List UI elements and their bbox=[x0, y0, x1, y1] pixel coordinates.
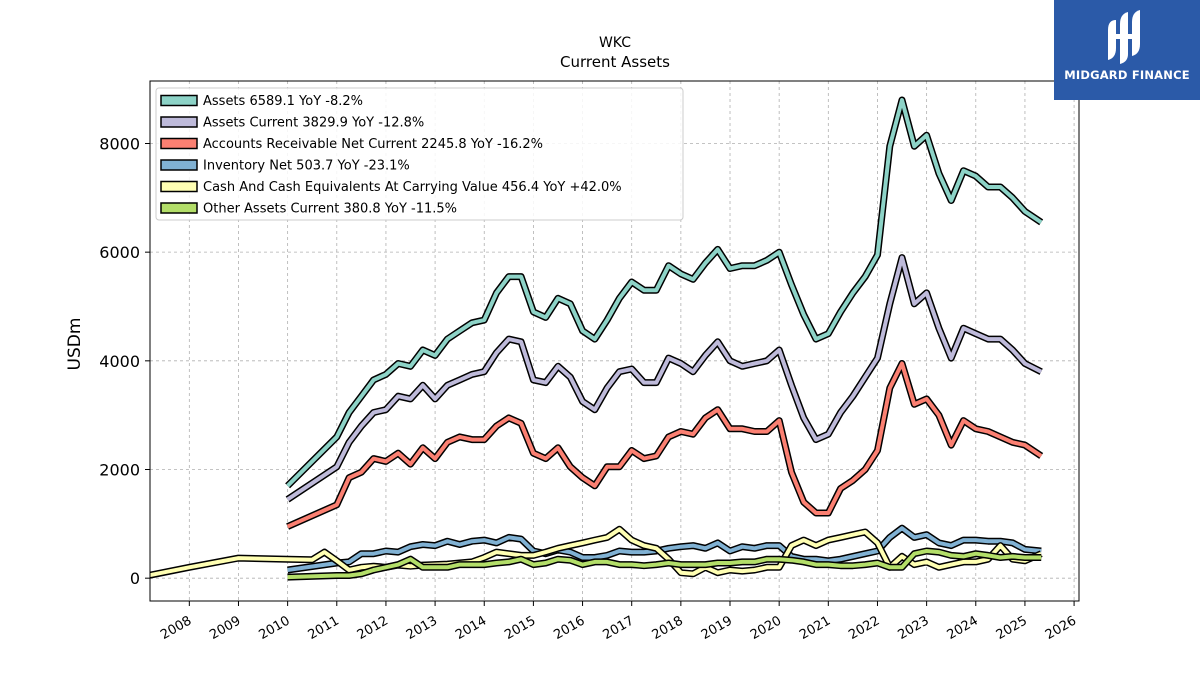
legend: Assets 6589.1 YoY -8.2% Assets Current 38… bbox=[155, 87, 684, 221]
x-tick-label: 2023 bbox=[895, 613, 931, 643]
chart-subtitle: Current Assets bbox=[560, 53, 670, 71]
x-tick-label: 2014 bbox=[453, 613, 489, 643]
x-tick-label: 2009 bbox=[207, 613, 243, 643]
x-tick-label: 2017 bbox=[601, 613, 637, 643]
y-tick-label: 8000 bbox=[99, 134, 140, 153]
y-axis-label: USDm bbox=[65, 318, 85, 371]
x-tick-label: 2020 bbox=[748, 613, 784, 643]
series-line-other-assets-current bbox=[287, 549, 1042, 580]
x-tick-label: 2010 bbox=[256, 613, 292, 643]
y-tick-label: 6000 bbox=[99, 243, 140, 262]
series-line-accounts-receivable-net-current bbox=[286, 361, 1043, 529]
y-tick-label: 4000 bbox=[99, 352, 140, 371]
x-tick-label: 2019 bbox=[699, 613, 735, 643]
y-tick-label: 0 bbox=[130, 569, 140, 588]
legend-box bbox=[155, 87, 684, 221]
legend-swatch bbox=[160, 116, 198, 128]
midgard-monogram-icon bbox=[1108, 10, 1140, 64]
series-outline-cash-and-cash-equivalents-at-carrying-value bbox=[150, 525, 1043, 579]
legend-swatch bbox=[160, 180, 198, 193]
legend-entry: Assets Current 3829.9 YoY -12.8% bbox=[203, 116, 424, 131]
legend-swatch bbox=[160, 137, 198, 150]
legend-entry: Cash And Cash Equivalents At Carrying Va… bbox=[203, 180, 622, 195]
x-tick-label: 2025 bbox=[994, 613, 1030, 643]
series-line-cash-and-cash-equivalents-at-carrying-value bbox=[150, 527, 1042, 578]
x-tick-label: 2018 bbox=[650, 613, 686, 643]
brand-logo: MIDGARD FINANCE bbox=[1054, 0, 1200, 100]
x-tick-label: 2012 bbox=[355, 613, 391, 643]
series-line-assets bbox=[286, 98, 1043, 488]
legend-swatch bbox=[160, 94, 198, 107]
x-tick-label: 2026 bbox=[1043, 613, 1079, 643]
chart-title: WKC bbox=[599, 35, 631, 51]
plot-frame bbox=[149, 80, 1080, 602]
legend-entry: Inventory Net 503.7 YoY -23.1% bbox=[203, 159, 410, 174]
series-line-inventory-net bbox=[287, 526, 1042, 572]
legend-entry: Accounts Receivable Net Current 2245.8 Y… bbox=[203, 137, 543, 152]
x-tick-label: 2022 bbox=[846, 613, 882, 643]
series-layer bbox=[150, 96, 1044, 581]
x-tick-label: 2016 bbox=[551, 613, 587, 643]
x-tick-label: 2024 bbox=[945, 613, 981, 643]
legend-swatch bbox=[160, 159, 198, 171]
x-tick-label: 2021 bbox=[797, 613, 833, 643]
x-tick-label: 2011 bbox=[306, 613, 342, 643]
legend-entry: Assets 6589.1 YoY -8.2% bbox=[203, 94, 363, 109]
x-tick-label: 2008 bbox=[158, 613, 194, 643]
brand-name: MIDGARD FINANCE bbox=[1064, 68, 1190, 82]
legend-entry: Other Assets Current 380.8 YoY -11.5% bbox=[203, 202, 457, 217]
series-line-assets-current bbox=[286, 255, 1043, 502]
x-tick-label: 2013 bbox=[404, 613, 440, 643]
x-tick-label: 2015 bbox=[502, 613, 538, 643]
legend-swatch bbox=[160, 202, 198, 214]
y-tick-label: 2000 bbox=[99, 461, 140, 480]
